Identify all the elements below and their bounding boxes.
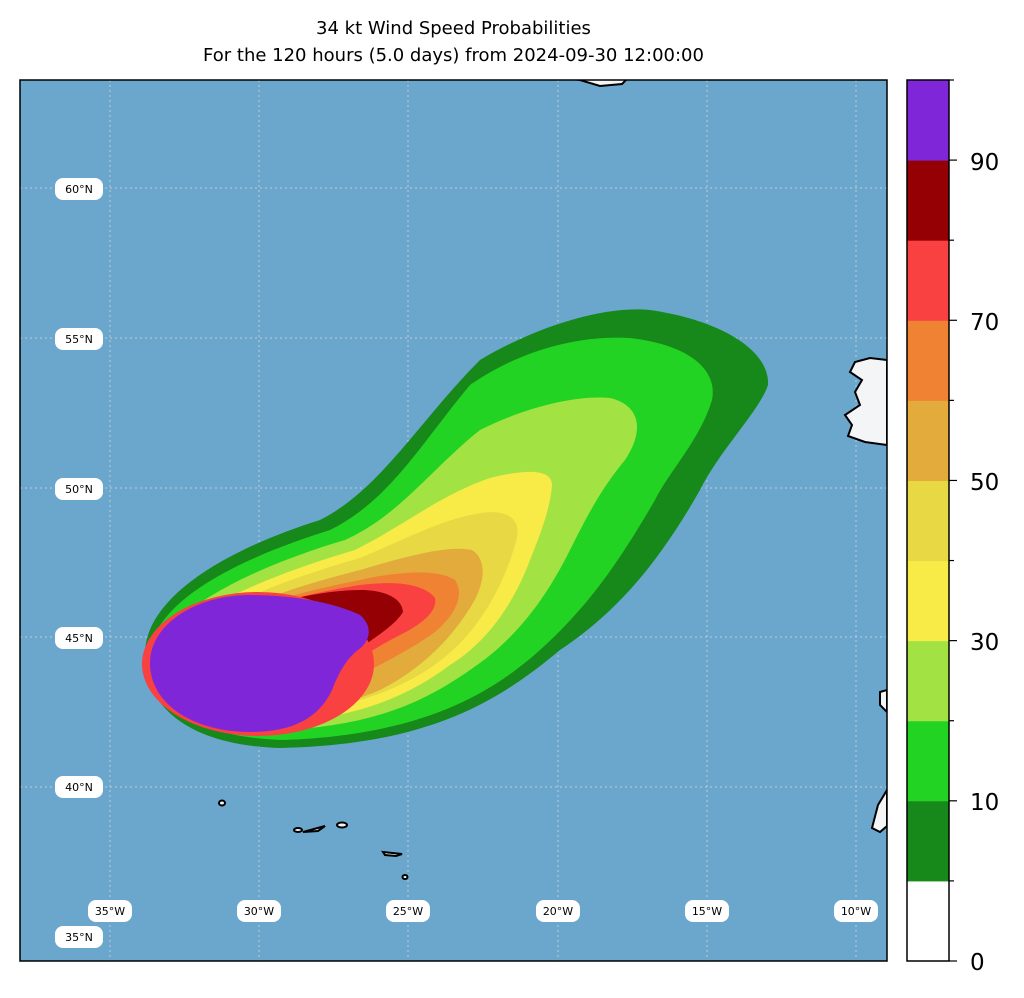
colorbar-segment bbox=[907, 880, 949, 962]
lon-label-text: 25°W bbox=[393, 905, 423, 918]
colorbar-label-30: 30 bbox=[970, 630, 999, 656]
colorbar-segment bbox=[907, 160, 949, 241]
iberia-coast bbox=[879, 688, 887, 714]
lon-label-text: 20°W bbox=[543, 905, 573, 918]
colorbar-ticks bbox=[949, 79, 957, 962]
land bbox=[218, 80, 887, 880]
map-frame bbox=[19, 79, 888, 962]
lat-label-text: 55°N bbox=[65, 333, 93, 346]
colorbar-segments bbox=[907, 80, 949, 962]
lon-labels: 35°W 30°W 25°W 20°W 15°W 10°W bbox=[88, 900, 878, 922]
colorbar-segment bbox=[907, 240, 949, 321]
colorbar-segment bbox=[907, 320, 949, 401]
colorbar-segment bbox=[907, 400, 949, 481]
colorbar-label-10: 10 bbox=[970, 790, 999, 816]
azores-island bbox=[218, 799, 226, 807]
colorbar-segment bbox=[907, 480, 949, 562]
lon-label-text: 30°W bbox=[244, 905, 274, 918]
colorbar-label-0: 0 bbox=[970, 950, 985, 976]
lon-label-20w: 20°W bbox=[536, 900, 580, 922]
lat-labels: 60°N 55°N 50°N 45°N 40°N 35°N bbox=[55, 178, 103, 948]
colorbar-segment bbox=[907, 640, 949, 722]
lon-label-text: 35°W bbox=[95, 905, 125, 918]
iberia-coast-south bbox=[870, 788, 887, 834]
ireland-coast bbox=[843, 356, 887, 447]
azores-island bbox=[302, 825, 326, 833]
azores-island bbox=[293, 827, 303, 833]
azores-island bbox=[380, 850, 403, 858]
azores-island bbox=[336, 821, 348, 829]
lat-label-40n: 40°N bbox=[55, 776, 103, 798]
lon-label-35w: 35°W bbox=[88, 900, 132, 922]
azores-island bbox=[401, 874, 409, 880]
colorbar-segment bbox=[907, 800, 949, 882]
lon-label-30w: 30°W bbox=[237, 900, 281, 922]
lat-label-text: 40°N bbox=[65, 781, 93, 794]
lat-label-text: 35°N bbox=[65, 931, 93, 944]
lat-label-45n: 45°N bbox=[55, 627, 103, 649]
iceland-coast bbox=[571, 80, 628, 88]
lon-label-text: 15°W bbox=[692, 905, 722, 918]
colorbar-label-70: 70 bbox=[970, 310, 999, 336]
lat-label-60n: 60°N bbox=[55, 178, 103, 200]
chart-title-line-1: 34 kt Wind Speed Probabilities bbox=[316, 18, 591, 39]
colorbar-frame bbox=[906, 79, 950, 962]
colorbar-segment bbox=[907, 560, 949, 642]
chart-title-line-2: For the 120 hours (5.0 days) from 2024-0… bbox=[203, 45, 704, 66]
lat-label-text: 50°N bbox=[65, 483, 93, 496]
probability-contours bbox=[142, 309, 769, 748]
colorbar-label-50: 50 bbox=[970, 470, 999, 496]
lat-label-55n: 55°N bbox=[55, 328, 103, 350]
colorbar-tick-labels: 0 10 30 50 70 90 bbox=[970, 150, 999, 976]
lon-label-10w: 10°W bbox=[834, 900, 878, 922]
lon-label-text: 10°W bbox=[841, 905, 871, 918]
lat-label-50n: 50°N bbox=[55, 478, 103, 500]
colorbar-label-90: 90 bbox=[970, 150, 999, 176]
colorbar-segment bbox=[907, 720, 949, 802]
lon-label-25w: 25°W bbox=[386, 900, 430, 922]
contour-90-100 bbox=[150, 595, 369, 732]
lat-label-35n: 35°N bbox=[55, 926, 103, 948]
colorbar-segment bbox=[907, 80, 949, 161]
lat-label-text: 45°N bbox=[65, 632, 93, 645]
lon-label-15w: 15°W bbox=[685, 900, 729, 922]
lat-label-text: 60°N bbox=[65, 183, 93, 196]
